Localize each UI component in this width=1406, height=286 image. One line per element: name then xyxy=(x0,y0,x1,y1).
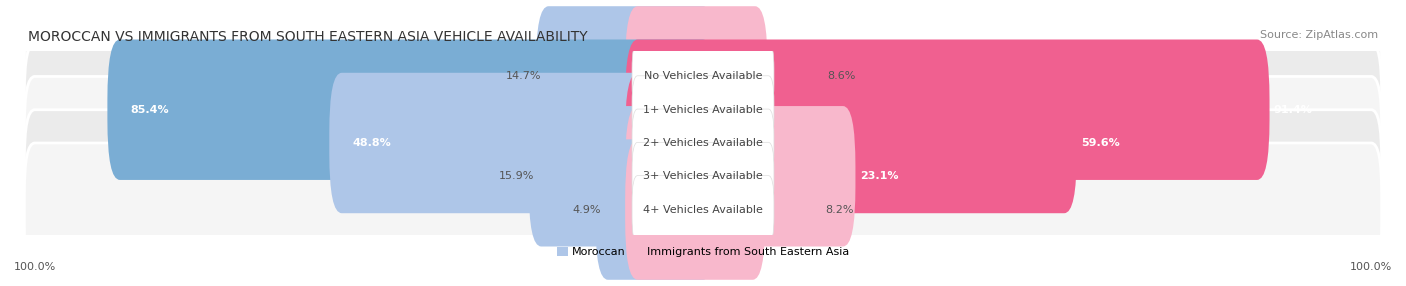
FancyBboxPatch shape xyxy=(633,176,773,243)
Text: 1+ Vehicles Available: 1+ Vehicles Available xyxy=(643,105,763,115)
Text: 23.1%: 23.1% xyxy=(859,171,898,181)
FancyBboxPatch shape xyxy=(529,106,716,247)
Text: 4+ Vehicles Available: 4+ Vehicles Available xyxy=(643,204,763,214)
FancyBboxPatch shape xyxy=(107,39,716,180)
Text: 85.4%: 85.4% xyxy=(131,105,169,115)
FancyBboxPatch shape xyxy=(626,139,765,280)
Text: 2+ Vehicles Available: 2+ Vehicles Available xyxy=(643,138,763,148)
FancyBboxPatch shape xyxy=(24,10,1382,143)
Text: 91.4%: 91.4% xyxy=(1274,105,1312,115)
FancyBboxPatch shape xyxy=(24,76,1382,210)
FancyBboxPatch shape xyxy=(329,73,716,213)
Text: 100.0%: 100.0% xyxy=(14,262,56,272)
Text: 8.2%: 8.2% xyxy=(825,204,853,214)
Text: 48.8%: 48.8% xyxy=(352,138,391,148)
Text: 8.6%: 8.6% xyxy=(828,72,856,82)
Text: 3+ Vehicles Available: 3+ Vehicles Available xyxy=(643,171,763,181)
Legend: Moroccan, Immigrants from South Eastern Asia: Moroccan, Immigrants from South Eastern … xyxy=(553,243,853,262)
FancyBboxPatch shape xyxy=(633,109,773,177)
FancyBboxPatch shape xyxy=(633,76,773,144)
FancyBboxPatch shape xyxy=(24,43,1382,176)
FancyBboxPatch shape xyxy=(626,6,768,147)
Text: 100.0%: 100.0% xyxy=(1350,262,1392,272)
Text: MOROCCAN VS IMMIGRANTS FROM SOUTH EASTERN ASIA VEHICLE AVAILABILITY: MOROCCAN VS IMMIGRANTS FROM SOUTH EASTER… xyxy=(28,29,588,43)
FancyBboxPatch shape xyxy=(633,43,773,110)
Text: No Vehicles Available: No Vehicles Available xyxy=(644,72,762,82)
FancyBboxPatch shape xyxy=(633,142,773,210)
Text: 59.6%: 59.6% xyxy=(1081,138,1119,148)
Text: 4.9%: 4.9% xyxy=(572,204,600,214)
FancyBboxPatch shape xyxy=(536,6,716,147)
Text: 14.7%: 14.7% xyxy=(506,72,541,82)
FancyBboxPatch shape xyxy=(24,110,1382,243)
Text: 15.9%: 15.9% xyxy=(499,171,534,181)
FancyBboxPatch shape xyxy=(596,139,716,280)
FancyBboxPatch shape xyxy=(24,143,1382,276)
FancyBboxPatch shape xyxy=(626,106,855,247)
FancyBboxPatch shape xyxy=(626,39,1270,180)
Text: Source: ZipAtlas.com: Source: ZipAtlas.com xyxy=(1260,29,1378,39)
FancyBboxPatch shape xyxy=(626,73,1077,213)
